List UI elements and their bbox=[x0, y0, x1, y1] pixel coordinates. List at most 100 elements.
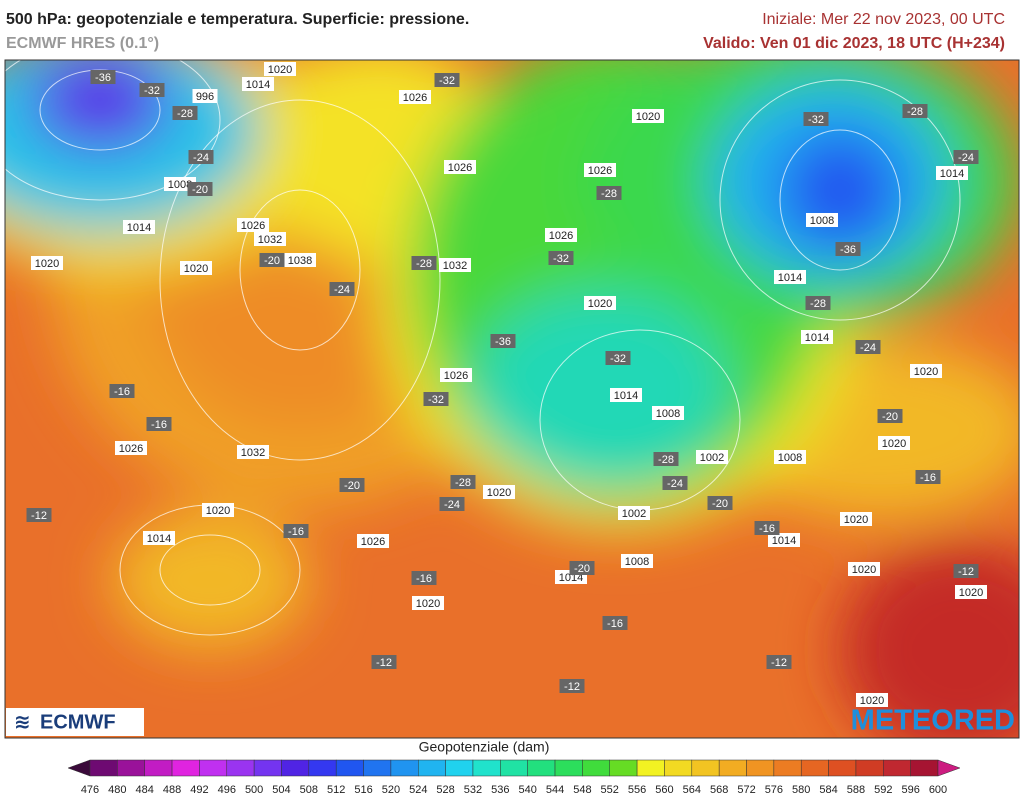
colorbar-box bbox=[363, 759, 392, 777]
colorbar-tick-label: 540 bbox=[518, 784, 536, 796]
colorbar-box bbox=[117, 759, 145, 777]
pressure-label-box bbox=[254, 232, 286, 246]
pressure-label: 1020 bbox=[882, 438, 906, 450]
pressure-label: 1038 bbox=[288, 255, 312, 267]
colorbar-tick-label: 480 bbox=[108, 784, 126, 796]
colorbar-box bbox=[418, 759, 446, 777]
colorbar-tick-label: 496 bbox=[218, 784, 236, 796]
temperature-label-box bbox=[411, 256, 437, 270]
temperature-label-box bbox=[411, 571, 437, 585]
temperature-label: -12 bbox=[376, 657, 392, 669]
temperature-label: -24 bbox=[193, 152, 209, 164]
temperature-label-box bbox=[766, 655, 792, 669]
temperature-label-box bbox=[754, 521, 780, 535]
pressure-label-box bbox=[444, 160, 476, 174]
temperature-label: -32 bbox=[610, 353, 626, 365]
colorbar-tick-label: 536 bbox=[491, 784, 509, 796]
temperature-label-box bbox=[855, 340, 881, 354]
pressure-label-box bbox=[774, 270, 806, 284]
map-field bbox=[5, 60, 1019, 738]
pressure-label-box bbox=[264, 62, 296, 76]
ecmwf-logo-bg bbox=[6, 708, 144, 736]
pressure-label: 1020 bbox=[860, 695, 884, 707]
colorbar-tick-label: 492 bbox=[190, 784, 208, 796]
pressure-label: 1020 bbox=[852, 564, 876, 576]
temperature-label-box bbox=[26, 508, 52, 522]
temperature-label-box bbox=[146, 417, 172, 431]
temperature-label-box bbox=[877, 409, 903, 423]
pressure-label-box bbox=[483, 485, 515, 499]
pressure-label: 1032 bbox=[443, 260, 467, 272]
colorbar-box bbox=[855, 759, 884, 777]
temperature-label: -36 bbox=[95, 72, 111, 84]
temperature-label: -24 bbox=[958, 152, 974, 164]
pressure-label: 1026 bbox=[403, 92, 427, 104]
pressure-label-box bbox=[284, 253, 316, 267]
pressure-label: 1026 bbox=[119, 443, 143, 455]
pressure-label: 996 bbox=[196, 91, 214, 103]
pressure-label-box bbox=[115, 441, 147, 455]
temperature-label: -16 bbox=[416, 573, 432, 585]
pressure-label-box bbox=[584, 163, 616, 177]
colorbar-box bbox=[472, 759, 501, 777]
pressure-label: 1008 bbox=[656, 408, 680, 420]
pressure-label-box bbox=[955, 585, 987, 599]
temperature-label-box bbox=[707, 496, 733, 510]
pressure-label-box bbox=[545, 228, 577, 242]
colorbar-tick-label: 556 bbox=[628, 784, 646, 796]
pressure-label: 1014 bbox=[805, 332, 829, 344]
temperature-label-box bbox=[339, 478, 365, 492]
pressure-label: 1008 bbox=[810, 215, 834, 227]
pressure-label-box bbox=[31, 256, 63, 270]
temperature-label-box bbox=[953, 564, 979, 578]
colorbar-box bbox=[445, 759, 474, 777]
pressure-label: 1014 bbox=[940, 168, 964, 180]
pressure-label-box bbox=[774, 450, 806, 464]
pressure-label-box bbox=[412, 596, 444, 610]
colorbar-box bbox=[691, 759, 720, 777]
temperature-label-box bbox=[803, 112, 829, 126]
colorbar-tick-label: 484 bbox=[136, 784, 154, 796]
temperature-label-box bbox=[662, 476, 688, 490]
colorbar-box bbox=[281, 759, 310, 777]
temperature-label: -20 bbox=[574, 563, 590, 575]
colorbar-box bbox=[664, 759, 693, 777]
colorbar-tick-label: 548 bbox=[573, 784, 591, 796]
ecmwf-icon: ≋ bbox=[14, 711, 31, 733]
temperature-label: -32 bbox=[428, 394, 444, 406]
colorbar-box bbox=[910, 759, 939, 777]
valid-time: Valido: Ven 01 dic 2023, 18 UTC (H+234) bbox=[703, 35, 1005, 52]
colorbar-tick-label: 588 bbox=[847, 784, 865, 796]
temperature-label-box bbox=[915, 470, 941, 484]
temperature-label-box bbox=[90, 70, 116, 84]
pressure-label: 1026 bbox=[549, 230, 573, 242]
colorbar-tick-label: 500 bbox=[245, 784, 263, 796]
pressure-label: 1014 bbox=[772, 535, 796, 547]
pressure-label: 1026 bbox=[588, 165, 612, 177]
temperature-label-box bbox=[188, 150, 214, 164]
pressure-label: 1002 bbox=[700, 452, 724, 464]
pressure-label-box bbox=[840, 512, 872, 526]
colorbar-box bbox=[527, 759, 556, 777]
pressure-label: 1020 bbox=[636, 111, 660, 123]
colorbar-tick-label: 488 bbox=[163, 784, 181, 796]
temperature-label: -36 bbox=[495, 336, 511, 348]
pressure-label: 1020 bbox=[588, 298, 612, 310]
pressure-label: 1020 bbox=[959, 587, 983, 599]
temperature-label: -28 bbox=[658, 454, 674, 466]
colorbar-tick-label: 592 bbox=[874, 784, 892, 796]
colorbar-tick-label: 572 bbox=[737, 784, 755, 796]
temperature-label: -20 bbox=[712, 498, 728, 510]
ecmwf-logo: ECMWF bbox=[40, 711, 116, 733]
colorbar-box bbox=[144, 759, 173, 777]
pressure-label-box bbox=[632, 109, 664, 123]
temperature-label-box bbox=[187, 182, 213, 196]
temperature-label-box bbox=[605, 351, 631, 365]
colorbar-tick-label: 524 bbox=[409, 784, 427, 796]
colorbar-tick-label: 508 bbox=[300, 784, 318, 796]
pressure-label-box bbox=[801, 330, 833, 344]
colorbar-tick-label: 476 bbox=[81, 784, 99, 796]
colorbar-box bbox=[773, 759, 802, 777]
temperature-label-box bbox=[805, 296, 831, 310]
pressure-label-box bbox=[652, 406, 684, 420]
